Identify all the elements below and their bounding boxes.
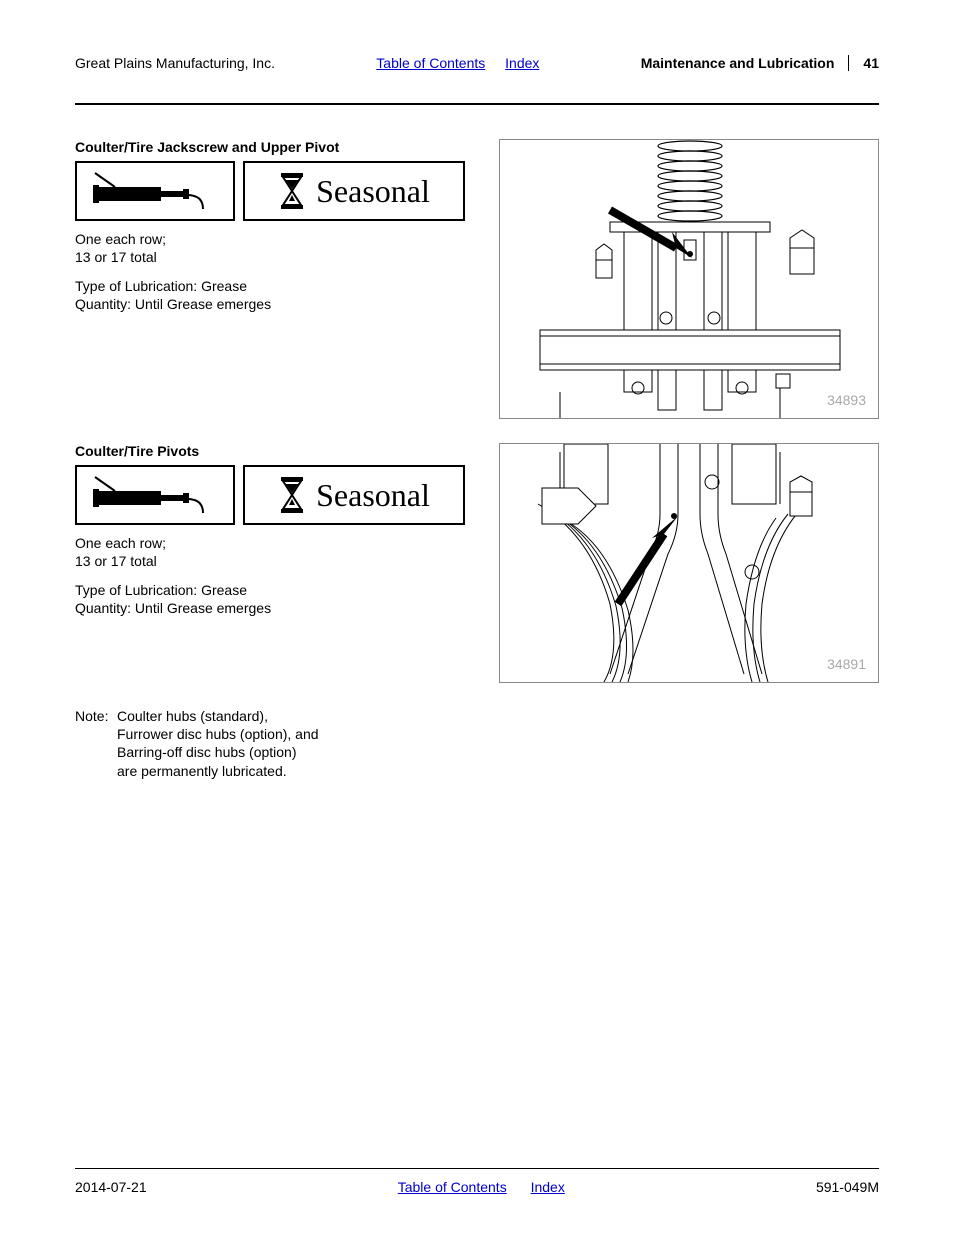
- hourglass-icon-2: [278, 475, 306, 515]
- footer-doc-number: 591-049M: [816, 1179, 879, 1195]
- seasonal-label-2: Seasonal: [316, 477, 430, 514]
- grease-gun-icon-2: [75, 465, 235, 525]
- header-nav: Table of Contents Index: [368, 55, 547, 71]
- qty-text-2: One each row; 13 or 17 total: [75, 535, 475, 570]
- hourglass-icon: [278, 171, 306, 211]
- content: Coulter/Tire Jackscrew and Upper Pivot: [75, 139, 879, 1168]
- page-footer: 2014-07-21 Table of Contents Index 591-0…: [75, 1168, 879, 1195]
- section-jackscrew: Coulter/Tire Jackscrew and Upper Pivot: [75, 139, 879, 419]
- heading-1: Coulter/Tire Jackscrew and Upper Pivot: [75, 139, 475, 155]
- note-body: Coulter hubs (standard), Furrower disc h…: [117, 707, 319, 780]
- note-label: Note:: [75, 707, 117, 780]
- footer-nav: Table of Contents Index: [388, 1179, 575, 1195]
- qty-text-1: One each row; 13 or 17 total: [75, 231, 475, 266]
- footer-toc-link[interactable]: Table of Contents: [398, 1179, 507, 1195]
- company-name: Great Plains Manufacturing, Inc.: [75, 55, 275, 71]
- header-rule: [75, 103, 879, 105]
- figure-34893: 34893: [499, 139, 879, 419]
- section-pivots: Coulter/Tire Pivots: [75, 443, 879, 683]
- note-block: Note: Coulter hubs (standard), Furrower …: [75, 707, 879, 780]
- toc-link[interactable]: Table of Contents: [376, 55, 485, 71]
- footer-date: 2014-07-21: [75, 1179, 147, 1195]
- page-header: Great Plains Manufacturing, Inc. Table o…: [75, 55, 879, 71]
- seasonal-badge-1: Seasonal: [243, 161, 465, 221]
- icon-row-2: Seasonal: [75, 465, 475, 525]
- section-title: Maintenance and Lubrication: [641, 55, 835, 71]
- figure-number-2: 34891: [827, 656, 866, 672]
- heading-2: Coulter/Tire Pivots: [75, 443, 475, 459]
- figure-34891: 34891: [499, 443, 879, 683]
- footer-index-link[interactable]: Index: [531, 1179, 565, 1195]
- page-number: 41: [848, 55, 879, 71]
- index-link[interactable]: Index: [505, 55, 539, 71]
- seasonal-badge-2: Seasonal: [243, 465, 465, 525]
- icon-row-1: Seasonal: [75, 161, 475, 221]
- figure-number-1: 34893: [827, 392, 866, 408]
- grease-gun-icon: [75, 161, 235, 221]
- lube-text-1: Type of Lubrication: Grease Quantity: Un…: [75, 278, 475, 313]
- lube-text-2: Type of Lubrication: Grease Quantity: Un…: [75, 582, 475, 617]
- seasonal-label-1: Seasonal: [316, 173, 430, 210]
- header-right: Maintenance and Lubrication 41: [641, 55, 879, 71]
